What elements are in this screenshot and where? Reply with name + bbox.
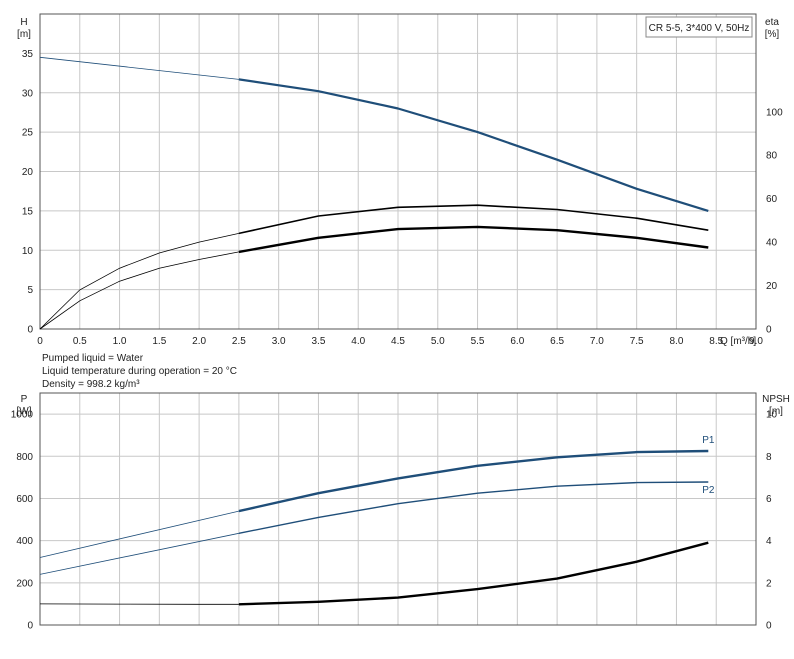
p-tick-label: 0 (27, 621, 33, 632)
q-tick-label: 3.0 (272, 336, 286, 347)
p-tick-label: 200 (16, 578, 33, 589)
p2-series-label: P2 (702, 485, 715, 496)
bottom-plot-frame (39, 392, 757, 626)
p1-power-curve-extension (39, 510, 239, 558)
efficiency-curve-lower-extension (39, 251, 239, 330)
q-tick-label: 3.5 (311, 336, 325, 347)
h-tick-label: 10 (22, 246, 34, 257)
h-tick-label: 15 (22, 206, 34, 217)
q-tick-label: 7.5 (630, 336, 644, 347)
eta-tick-label: 0 (766, 325, 772, 336)
p-tick-label: 400 (16, 536, 33, 547)
legend-box-text: CR 5-5, 3*400 V, 50Hz (649, 23, 750, 34)
h-tick-label: 25 (22, 128, 34, 139)
npsh-axis-label: NPSH (762, 394, 790, 405)
q-tick-label: 5.5 (471, 336, 485, 347)
npsh-tick-label: 0 (766, 621, 772, 632)
q-tick-label: 5.0 (431, 336, 445, 347)
legend-box (645, 16, 753, 38)
npsh-tick-label: 2 (766, 578, 772, 589)
h-tick-label: 20 (22, 167, 34, 178)
q-tick-label: 2.0 (192, 336, 206, 347)
q-tick-label: 4.5 (391, 336, 405, 347)
pumped-liquid-text: Pumped liquid = Water (42, 353, 144, 364)
liquid-temperature-text: Liquid temperature during operation = 20… (42, 366, 237, 377)
efficiency-curve-upper (238, 204, 709, 235)
head-curve-extension (39, 56, 239, 80)
q-tick-label: 6.5 (550, 336, 564, 347)
p1-series-label: P1 (702, 435, 715, 446)
p-axis-unit: [W] (17, 406, 32, 417)
q-tick-label: 8.5 (709, 336, 723, 347)
p1-power-curve (238, 449, 709, 513)
h-tick-label: 5 (27, 285, 33, 296)
h-tick-label: 30 (22, 88, 34, 99)
h-axis-unit: [m] (17, 29, 31, 40)
p2-power-curve-extension (39, 532, 239, 575)
npsh-tick-label: 10 (766, 410, 778, 421)
head-curve (238, 78, 709, 212)
q-tick-label: 9.0 (749, 336, 763, 347)
q-tick-label: 2.5 (232, 336, 246, 347)
q-tick-label: 8.0 (669, 336, 683, 347)
h-axis-label: H (20, 17, 27, 28)
eta-tick-label: 40 (766, 238, 778, 249)
q-axis-label: Q [m³/h] (720, 336, 756, 347)
p-axis-label: P (21, 394, 28, 405)
npsh-tick-label: 8 (766, 452, 772, 463)
q-tick-label: 0 (37, 336, 43, 347)
q-tick-label: 6.0 (510, 336, 524, 347)
efficiency-curve-upper-extension (39, 233, 239, 330)
q-tick-label: 4.0 (351, 336, 365, 347)
eta-tick-label: 80 (766, 151, 778, 162)
p-tick-label: 1000 (11, 410, 34, 421)
q-tick-label: 7.0 (590, 336, 604, 347)
h-tick-label: 35 (22, 49, 34, 60)
p-tick-label: 600 (16, 494, 33, 505)
npsh-axis-unit: [m] (769, 406, 783, 417)
eta-axis-label: eta (765, 17, 779, 28)
efficiency-curve-lower (238, 225, 709, 254)
eta-tick-label: 20 (766, 281, 778, 292)
eta-tick-label: 100 (766, 107, 783, 118)
density-text: Density = 998.2 kg/m³ (42, 379, 140, 390)
npsh-tick-label: 6 (766, 494, 772, 505)
top-plot-frame (39, 13, 757, 330)
q-tick-label: 1.0 (113, 336, 127, 347)
q-tick-label: 0.5 (73, 336, 87, 347)
eta-axis-unit: [%] (765, 29, 780, 40)
q-tick-label: 1.5 (152, 336, 166, 347)
npsh-tick-label: 4 (766, 536, 772, 547)
npsh-curve (238, 541, 709, 606)
p-tick-label: 800 (16, 452, 33, 463)
p2-power-curve (238, 481, 709, 534)
h-tick-label: 0 (27, 325, 33, 336)
eta-tick-label: 60 (766, 194, 778, 205)
